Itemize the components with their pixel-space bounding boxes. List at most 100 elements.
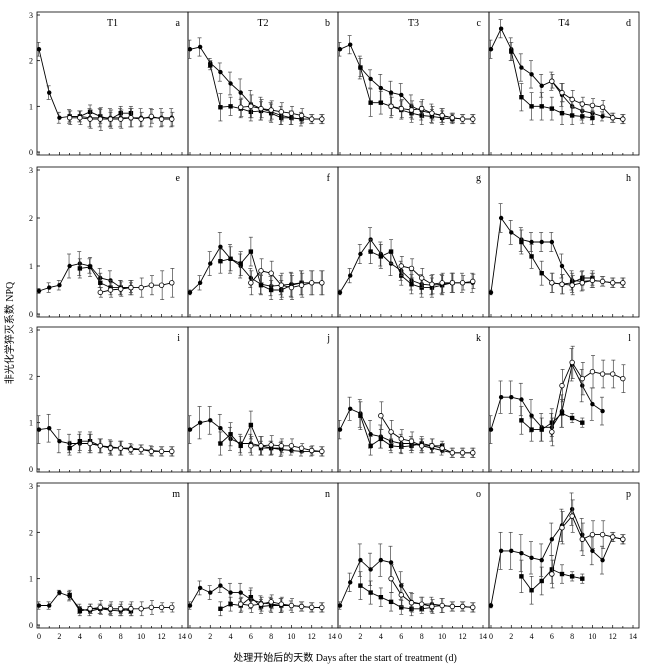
panel-frame	[36, 482, 189, 629]
x-tick-label: 8	[570, 632, 574, 641]
data-point	[378, 413, 384, 419]
panel-o: 0 2 4 6 8 10 12 14 o	[337, 482, 490, 641]
data-point	[388, 560, 394, 565]
data-point	[77, 608, 83, 614]
data-point	[620, 116, 626, 122]
panel-letter: j	[326, 333, 330, 344]
data-point	[268, 599, 274, 605]
x-tick-label: 10	[287, 632, 295, 641]
x-tick-label: 2	[208, 632, 212, 641]
data-point	[248, 275, 254, 281]
data-point	[589, 102, 596, 109]
y-tick-label: 3	[29, 482, 33, 491]
data-point	[519, 95, 524, 100]
data-point	[158, 282, 165, 288]
data-point	[449, 603, 456, 610]
data-point	[319, 280, 325, 286]
x-tick-label: 0	[489, 632, 493, 641]
data-point	[358, 251, 363, 257]
data-point	[569, 282, 575, 288]
y-tick-label: 2	[29, 214, 33, 223]
series-open-circle	[238, 594, 325, 613]
x-tick-label: 10	[588, 632, 596, 641]
series-filled-circle	[488, 492, 626, 609]
series-filled-circle	[337, 35, 475, 125]
y-tick-label: 3	[29, 11, 33, 20]
data-point	[378, 557, 384, 563]
data-point	[529, 413, 534, 418]
data-point	[238, 104, 244, 110]
data-point	[409, 282, 414, 287]
data-point	[620, 280, 626, 286]
data-point	[319, 448, 325, 455]
y-tick-label: 1	[29, 262, 33, 271]
data-point	[218, 606, 223, 611]
data-point	[107, 287, 114, 293]
data-point	[98, 114, 103, 119]
panel-frame	[337, 11, 490, 156]
panel-a: 0 1 2 3 a T1	[29, 11, 189, 157]
data-point	[589, 369, 596, 375]
data-point	[429, 443, 435, 449]
data-point	[419, 275, 425, 281]
series-open-circle	[549, 499, 626, 589]
data-point	[218, 105, 223, 110]
data-point	[337, 290, 343, 295]
data-point	[498, 394, 504, 400]
data-point	[398, 592, 404, 598]
data-point	[519, 239, 524, 245]
panel-letter: a	[176, 18, 181, 29]
data-point	[498, 548, 504, 554]
data-point	[579, 375, 585, 382]
series-line	[39, 592, 131, 612]
y-tick-label: 3	[29, 326, 33, 335]
data-point	[67, 263, 72, 269]
data-point	[509, 548, 514, 554]
y-tick-label: 0	[29, 310, 33, 319]
data-point	[529, 104, 534, 109]
data-point	[549, 537, 555, 542]
data-point	[539, 239, 544, 245]
data-point	[488, 427, 494, 432]
data-point	[610, 115, 616, 121]
data-point	[470, 278, 476, 285]
data-point	[197, 585, 203, 591]
panel-letter: o	[476, 489, 481, 500]
series-open-circle	[549, 74, 626, 125]
data-point	[138, 116, 144, 122]
data-point	[309, 604, 315, 611]
data-point	[408, 265, 415, 272]
data-point	[348, 273, 353, 278]
panel-l: l	[488, 326, 640, 473]
data-point	[87, 264, 93, 270]
x-tick-label: 6	[98, 632, 102, 641]
data-point	[298, 112, 305, 119]
series-open-circle	[66, 107, 175, 131]
series-open-circle	[388, 96, 476, 125]
data-point	[388, 90, 394, 95]
data-point	[218, 69, 223, 75]
data-point	[470, 450, 476, 456]
data-point	[248, 249, 254, 254]
data-point	[549, 429, 555, 435]
data-point	[107, 445, 114, 451]
data-point	[509, 230, 514, 235]
data-point	[228, 104, 233, 109]
series-filled-square	[358, 571, 435, 617]
data-point	[337, 603, 343, 608]
series-filled-circle	[36, 589, 134, 617]
data-point	[238, 601, 244, 607]
data-point	[158, 116, 165, 122]
series-filled-circle	[187, 37, 325, 127]
data-point	[498, 26, 504, 31]
data-point	[358, 583, 363, 588]
data-point	[409, 110, 414, 116]
data-point	[519, 397, 524, 402]
data-point	[268, 442, 274, 448]
data-point	[128, 115, 134, 121]
data-point	[599, 531, 606, 538]
data-point	[559, 571, 565, 577]
data-point	[67, 592, 72, 598]
data-point	[148, 282, 155, 288]
data-point	[579, 280, 585, 286]
